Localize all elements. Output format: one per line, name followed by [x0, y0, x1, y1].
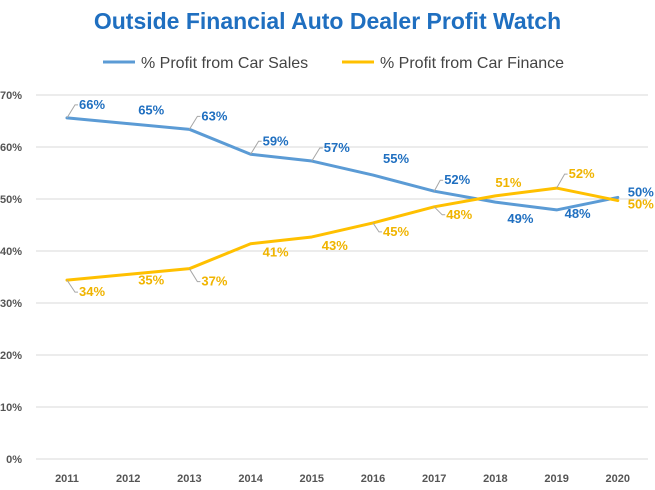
- series-line: [65, 186, 620, 282]
- data-label: 63%: [201, 108, 227, 123]
- leader-line: [556, 173, 568, 189]
- legend: % Profit from Car Sales % Profit from Car…: [103, 55, 564, 72]
- x-tick-label: 2017: [422, 473, 446, 485]
- leader-line: [250, 140, 262, 155]
- leader-line: [311, 147, 323, 162]
- legend-label: % Profit from Car Sales: [141, 55, 308, 72]
- data-label: 50%: [628, 184, 654, 199]
- x-tick-label: 2016: [361, 473, 385, 485]
- x-tick-label: 2014: [238, 473, 263, 485]
- data-label: 35%: [138, 272, 164, 287]
- legend-label: % Profit from Car Finance: [380, 55, 564, 72]
- data-label: 66%: [79, 97, 105, 112]
- y-tick-label: 40%: [0, 246, 22, 258]
- y-tick-label: 10%: [0, 402, 22, 414]
- leader-line: [372, 222, 382, 233]
- y-tick-label: 20%: [0, 350, 22, 362]
- data-label: 37%: [201, 274, 227, 289]
- data-label: 45%: [383, 224, 409, 239]
- data-label: 65%: [138, 103, 164, 118]
- data-label: 48%: [565, 206, 591, 221]
- x-tick-label: 2011: [55, 473, 79, 485]
- leader-line: [66, 279, 78, 293]
- y-tick-label: 50%: [0, 194, 22, 206]
- data-label: 52%: [569, 166, 595, 181]
- data-label: 55%: [383, 151, 409, 166]
- x-tick-label: 2012: [116, 473, 140, 485]
- x-tick-label: 2018: [483, 473, 507, 485]
- data-label: 43%: [322, 238, 348, 253]
- leader-line: [433, 179, 444, 192]
- series-lines: [65, 116, 620, 282]
- data-label: 51%: [495, 175, 521, 190]
- data-label: 57%: [324, 140, 350, 155]
- y-tick-label: 0%: [6, 454, 22, 466]
- y-axis: 0% 10% 20% 30% 40% 50% 60% 70%: [0, 90, 22, 466]
- x-tick-label: 2019: [544, 473, 568, 485]
- leader-line: [188, 268, 201, 283]
- data-label: 59%: [263, 133, 289, 148]
- data-labels: 66% 65% 63% 59% 57% 55% 52% 49% 48% 50% 34% 35% 37% 4…: [66, 97, 654, 299]
- chart-title: Outside Financial Auto Dealer Profit Wat…: [93, 8, 562, 34]
- x-tick-label: 2015: [300, 473, 324, 485]
- gridlines: [36, 94, 648, 460]
- y-tick-label: 30%: [0, 298, 22, 310]
- leader-line: [66, 104, 78, 119]
- x-tick-label: 2013: [177, 473, 201, 485]
- data-label: 41%: [263, 245, 289, 260]
- y-tick-label: 60%: [0, 142, 22, 154]
- x-tick-label: 2020: [606, 473, 630, 485]
- x-axis: 2011 2012 2013 2014 2015 2016 2017 2018 2019 2020: [55, 473, 630, 485]
- data-label: 34%: [79, 284, 105, 299]
- data-label: 52%: [444, 172, 470, 187]
- data-label: 49%: [507, 211, 533, 226]
- series-line: [65, 116, 620, 212]
- leader-line: [433, 206, 446, 216]
- leader-line: [188, 115, 201, 130]
- data-label: 50%: [628, 197, 654, 212]
- data-label: 48%: [446, 207, 472, 222]
- y-tick-label: 70%: [0, 90, 22, 102]
